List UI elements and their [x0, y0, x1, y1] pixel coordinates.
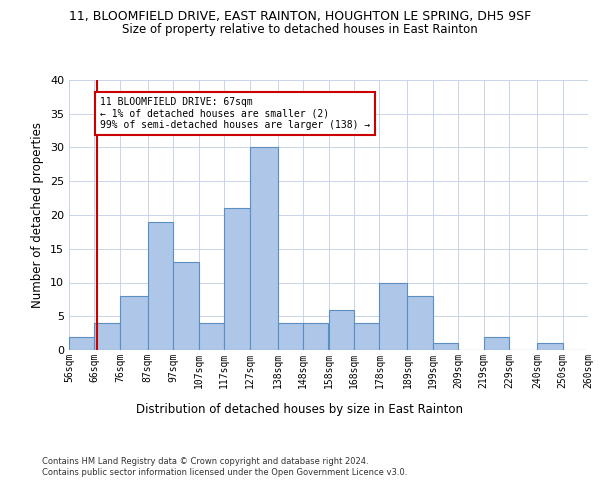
- Bar: [379, 282, 407, 350]
- Text: Distribution of detached houses by size in East Rainton: Distribution of detached houses by size …: [137, 402, 464, 415]
- Bar: [148, 222, 173, 350]
- Bar: [94, 323, 120, 350]
- Text: 11, BLOOMFIELD DRIVE, EAST RAINTON, HOUGHTON LE SPRING, DH5 9SF: 11, BLOOMFIELD DRIVE, EAST RAINTON, HOUG…: [69, 10, 531, 23]
- Bar: [120, 296, 148, 350]
- Text: 11 BLOOMFIELD DRIVE: 67sqm
← 1% of detached houses are smaller (2)
99% of semi-d: 11 BLOOMFIELD DRIVE: 67sqm ← 1% of detac…: [100, 97, 370, 130]
- Bar: [69, 336, 94, 350]
- Bar: [407, 296, 433, 350]
- Bar: [224, 208, 250, 350]
- Bar: [173, 262, 199, 350]
- Bar: [278, 323, 303, 350]
- Bar: [354, 323, 379, 350]
- Text: Contains HM Land Registry data © Crown copyright and database right 2024.
Contai: Contains HM Land Registry data © Crown c…: [42, 458, 407, 477]
- Bar: [537, 343, 563, 350]
- Bar: [433, 343, 458, 350]
- Bar: [303, 323, 329, 350]
- Bar: [250, 148, 278, 350]
- Bar: [199, 323, 224, 350]
- Y-axis label: Number of detached properties: Number of detached properties: [31, 122, 44, 308]
- Text: Size of property relative to detached houses in East Rainton: Size of property relative to detached ho…: [122, 22, 478, 36]
- Bar: [484, 336, 509, 350]
- Bar: [329, 310, 354, 350]
